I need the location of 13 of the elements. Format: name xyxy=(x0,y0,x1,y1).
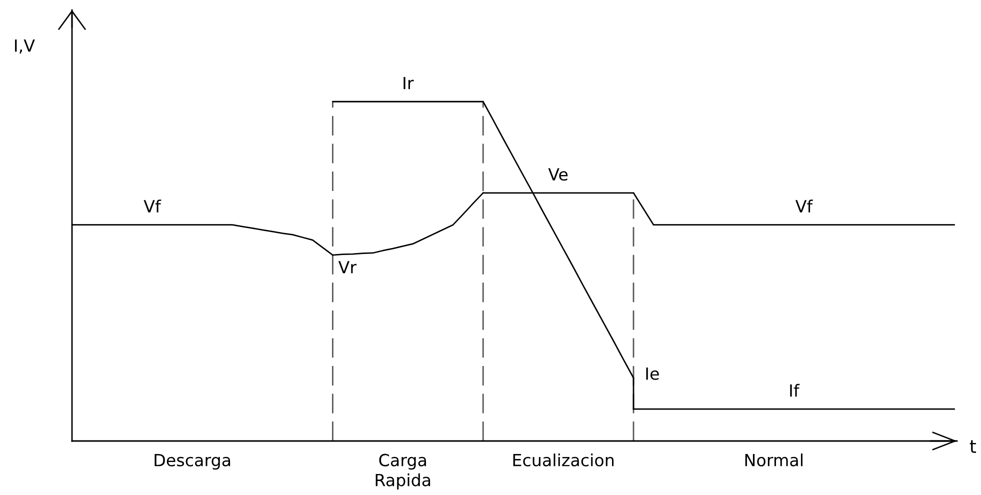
x-tick-label: Ecualizacion xyxy=(513,454,614,466)
series-label: Vf xyxy=(795,200,813,212)
x-tick-label: Normal xyxy=(745,454,802,466)
series-label: Ve xyxy=(548,168,568,181)
x-tick-label: Descarga xyxy=(154,454,230,470)
x-axis-title: t xyxy=(970,440,976,453)
series-label: Vr xyxy=(338,261,357,274)
y-axis-title: I,V xyxy=(15,40,35,54)
series-label: Vf xyxy=(144,200,162,212)
series-label: If xyxy=(790,384,800,397)
x-tick-label: Carga Rapida xyxy=(376,454,430,490)
series-label: Ir xyxy=(404,76,414,90)
series-label: Ie xyxy=(646,368,659,380)
